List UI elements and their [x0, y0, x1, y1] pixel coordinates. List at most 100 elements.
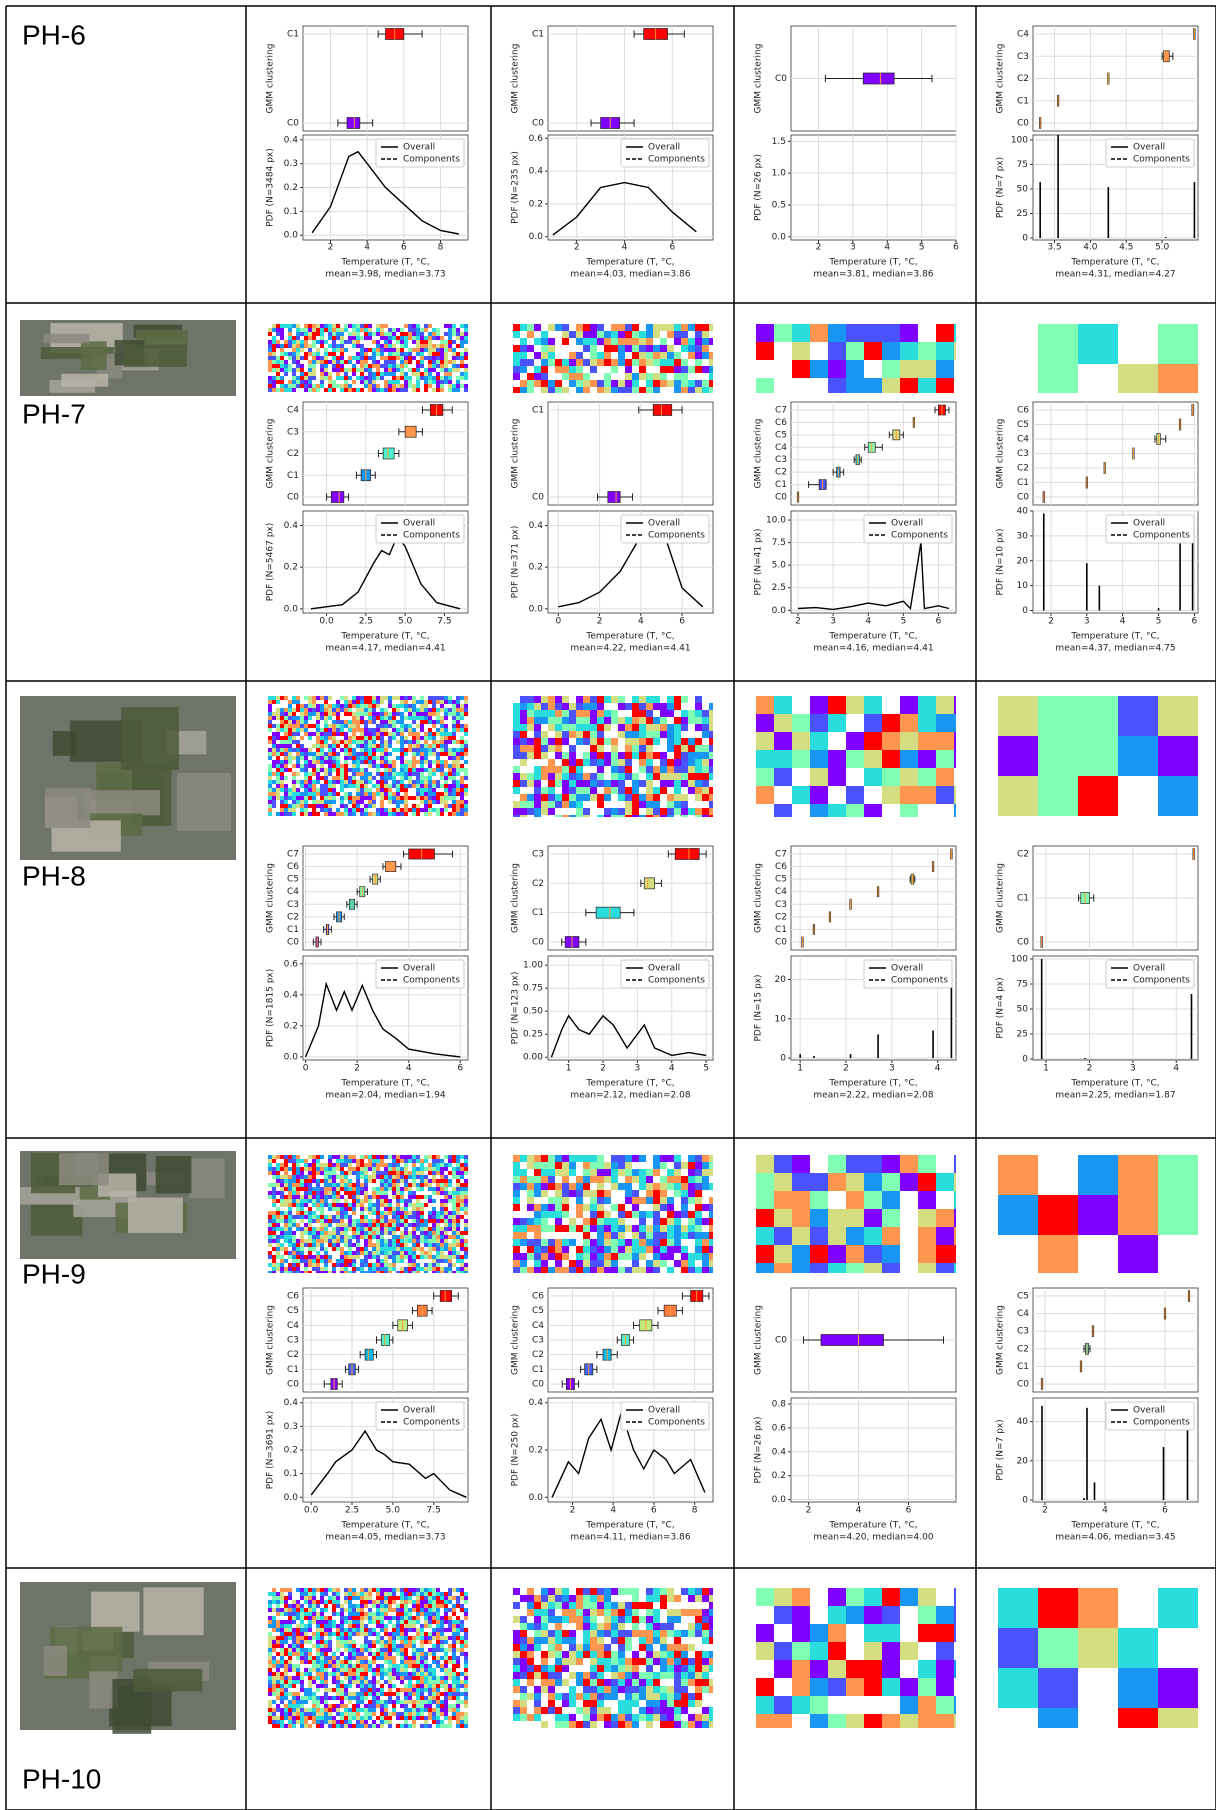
map-cell [284, 748, 288, 752]
map-cell [388, 792, 392, 796]
map-cell [460, 704, 464, 708]
map-cell [681, 366, 688, 373]
map-cell [534, 352, 541, 359]
axis-label: PDF (N=4 px) [996, 977, 1006, 1038]
map-cell [864, 696, 882, 714]
map-cell [312, 1199, 316, 1203]
map-cell [520, 815, 527, 817]
map-cell [400, 1167, 404, 1171]
map-cell [420, 356, 424, 360]
map-cell [424, 1167, 428, 1171]
map-cell [436, 760, 440, 764]
map-cell [408, 1215, 412, 1219]
map-cell [416, 760, 420, 764]
map-cell [416, 372, 420, 376]
map-cell [646, 380, 653, 387]
map-cell [388, 1243, 392, 1247]
photo-patch [124, 344, 187, 367]
map-cell [583, 1162, 590, 1169]
map-cell [583, 1169, 590, 1176]
map-cell [618, 380, 625, 387]
map-cell [396, 772, 400, 776]
box [674, 848, 700, 860]
map-cell [408, 796, 412, 800]
map-cell [376, 1163, 380, 1167]
map-cell [828, 804, 846, 817]
map-cell [597, 794, 604, 801]
map-cell [392, 1159, 396, 1163]
map-cell [432, 700, 436, 704]
map-cell [276, 332, 280, 336]
photo-patch [40, 347, 115, 359]
map-cell [268, 696, 272, 700]
map-cell [440, 768, 444, 772]
map-cell [372, 1167, 376, 1171]
map-cell [292, 336, 296, 340]
map-cell [272, 360, 276, 364]
map-cell [268, 1163, 272, 1167]
map-cell [392, 1171, 396, 1175]
map-cell [336, 1183, 340, 1187]
map-cell [392, 344, 396, 348]
axis-label: PDF (N=5467 px) [266, 523, 276, 602]
map-cell [364, 772, 368, 776]
map-cell [428, 380, 432, 384]
map-cell [604, 752, 611, 759]
map-cell [376, 1215, 380, 1219]
map-cell [412, 804, 416, 808]
map-cell [400, 728, 404, 732]
map-cell [653, 801, 660, 808]
map-cell [452, 1255, 456, 1259]
map-cell [280, 384, 284, 388]
map-cell [268, 368, 272, 372]
map-cell [625, 703, 632, 710]
map-cell [432, 1263, 436, 1267]
x-tick-label: 4 [1120, 617, 1126, 627]
map-cell [569, 731, 576, 738]
map-cell [276, 1235, 280, 1239]
map-cell [388, 724, 392, 728]
map-cell [340, 352, 344, 356]
map-cell [312, 356, 316, 360]
map-cell [436, 1247, 440, 1251]
y-tick-label: 0.00 [523, 1053, 543, 1063]
row-label: PH-8 [22, 860, 86, 891]
map-cell [456, 1215, 460, 1219]
map-cell [667, 1176, 674, 1183]
map-cell [328, 1239, 332, 1243]
map-cell [702, 731, 709, 738]
map-cell [332, 1227, 336, 1231]
map-cell [268, 376, 272, 380]
map-cell [328, 1207, 332, 1211]
map-cell [392, 736, 396, 740]
map-cell [276, 1267, 280, 1271]
y-tick-label: 0.2 [529, 563, 543, 573]
map-cell [604, 815, 611, 817]
map-cell [296, 1155, 300, 1159]
map-cell [674, 780, 681, 787]
map-cell [936, 768, 954, 786]
x-tick-label: 3 [1084, 617, 1090, 627]
map-cell [380, 336, 384, 340]
map-cell [900, 324, 918, 342]
map-cell [404, 332, 408, 336]
map-cell [674, 801, 681, 808]
map-cell [432, 388, 436, 392]
map-cell [400, 1259, 404, 1263]
caption: mean=4.03, median=3.86 [570, 270, 690, 280]
map-cell [284, 760, 288, 764]
map-cell [674, 808, 681, 815]
map-cell [440, 1175, 444, 1179]
map-cell [404, 1203, 408, 1207]
map-cell [420, 764, 424, 768]
photo-patch [177, 773, 231, 831]
map-cell [702, 345, 709, 352]
map-cell [618, 352, 625, 359]
map-cell [284, 732, 288, 736]
map-cell [348, 1251, 352, 1255]
map-cell [555, 1155, 562, 1162]
map-cell [364, 1207, 368, 1211]
map-cell [674, 759, 681, 766]
map-cell [324, 768, 328, 772]
map-cell [590, 345, 597, 352]
